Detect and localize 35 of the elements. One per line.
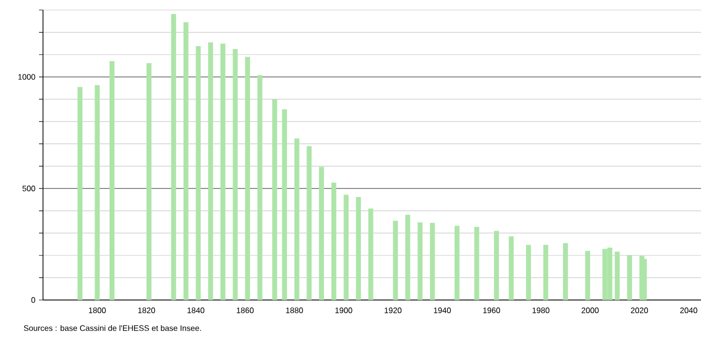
bar <box>220 44 226 300</box>
bar <box>418 222 423 300</box>
bar <box>183 22 188 300</box>
bar <box>94 85 100 300</box>
bar <box>245 56 250 300</box>
bar <box>294 138 300 300</box>
bar <box>196 46 201 300</box>
bar <box>430 222 435 300</box>
bar <box>146 63 152 300</box>
bar <box>474 226 480 300</box>
bar <box>526 244 531 300</box>
bar <box>171 14 176 300</box>
bar <box>319 166 324 300</box>
bar <box>272 99 278 300</box>
bar <box>405 214 410 300</box>
bar <box>208 42 214 300</box>
bar <box>454 226 460 300</box>
bar <box>331 182 336 300</box>
bar <box>563 243 568 300</box>
bar <box>306 146 312 300</box>
bar <box>494 230 499 300</box>
bar <box>257 75 262 300</box>
bar <box>543 244 548 300</box>
bar <box>282 109 287 300</box>
bar <box>614 252 620 300</box>
bar <box>368 208 374 300</box>
bar <box>508 236 514 300</box>
bar <box>78 86 82 300</box>
bar <box>232 49 238 300</box>
bar <box>110 61 114 300</box>
bar <box>627 255 632 300</box>
bar <box>344 194 349 300</box>
bar <box>392 220 398 300</box>
bar <box>356 196 361 300</box>
bar <box>585 250 590 300</box>
